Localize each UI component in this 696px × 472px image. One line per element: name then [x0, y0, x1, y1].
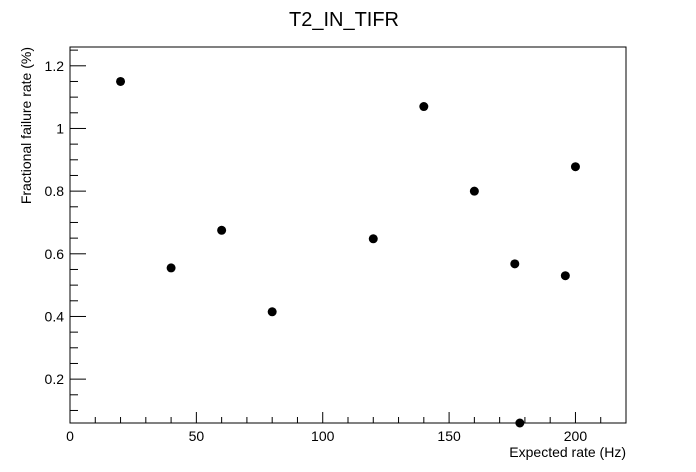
- x-tick-label: 50: [189, 428, 205, 444]
- x-tick-label: 150: [437, 428, 461, 444]
- data-point: [419, 102, 429, 112]
- y-axis-label: Fractional failure rate (%): [18, 47, 34, 204]
- x-tick-label: 100: [311, 428, 335, 444]
- y-tick-label: 0.2: [45, 371, 65, 387]
- x-tick-label: 200: [564, 428, 588, 444]
- x-axis-label: Expected rate (Hz): [509, 444, 626, 460]
- x-axis-ticks: [69, 412, 627, 423]
- x-axis-tick-labels: 0 50 100 150 200: [66, 428, 587, 444]
- y-tick-label: 0.8: [45, 183, 65, 199]
- y-axis-ticks: [70, 49, 86, 411]
- chart-title: T2_IN_TIFR: [289, 9, 399, 31]
- y-tick-label: 1: [56, 120, 64, 136]
- y-axis-tick-labels: 0.2 0.4 0.6 0.8 1 1.2: [45, 58, 65, 387]
- data-point: [560, 271, 570, 281]
- data-point: [570, 162, 580, 172]
- data-point: [166, 263, 176, 273]
- data-point: [368, 234, 378, 244]
- data-point: [515, 418, 525, 428]
- data-point: [116, 76, 126, 86]
- data-point: [217, 225, 227, 235]
- data-point: [267, 307, 277, 317]
- y-tick-label: 0.6: [45, 246, 65, 262]
- data-point: [510, 259, 520, 269]
- data-points: [116, 76, 580, 428]
- plot-frame: [69, 46, 627, 424]
- y-tick-label: 0.4: [45, 308, 65, 324]
- x-tick-label: 0: [66, 428, 74, 444]
- y-tick-label: 1.2: [45, 58, 65, 74]
- data-point: [469, 186, 479, 196]
